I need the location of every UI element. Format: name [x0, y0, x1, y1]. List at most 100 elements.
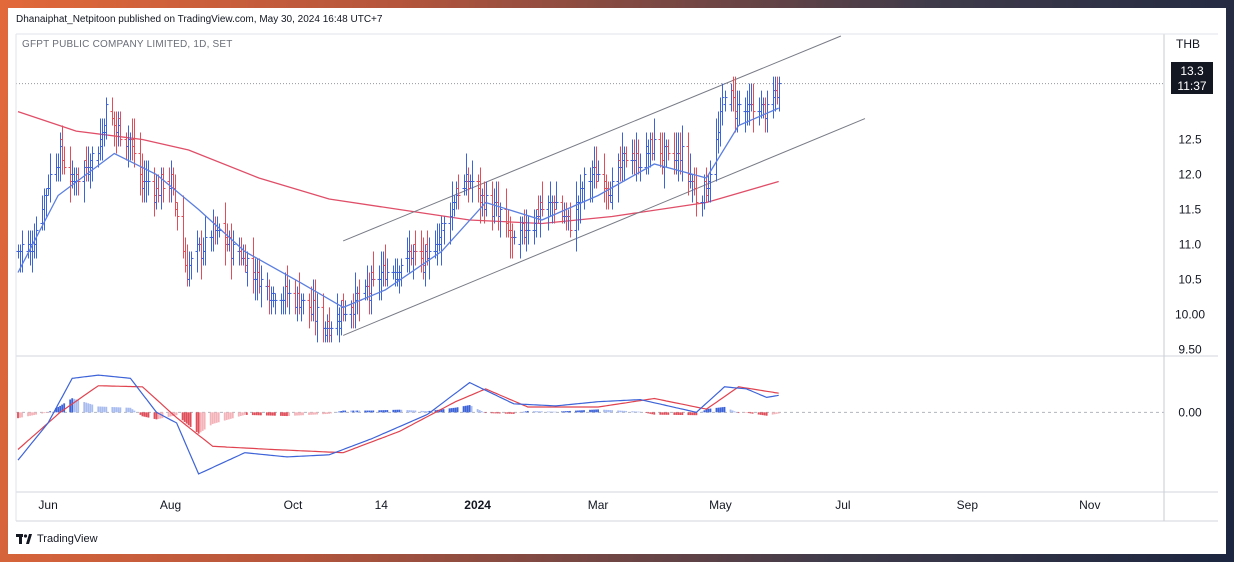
macd-histogram-bar: [350, 410, 353, 413]
time-tick-label: Sep: [957, 498, 979, 512]
price-bar: [231, 230, 236, 266]
price-bar: [267, 279, 272, 315]
time-tick-label: May: [709, 498, 732, 512]
short-ma-line: [17, 107, 779, 309]
macd-histogram-bar: [512, 412, 515, 414]
price-bar: [504, 188, 509, 238]
price-bar: [385, 258, 390, 287]
macd-histogram-bar: [412, 410, 415, 413]
price-bar: [554, 181, 559, 210]
macd-histogram-bar: [679, 412, 682, 415]
macd-histogram-bar: [77, 400, 80, 413]
price-bar: [161, 167, 166, 203]
macd-histogram-bar: [384, 410, 387, 413]
price-bar: [608, 181, 613, 203]
macd-histogram-bar: [253, 412, 256, 416]
price-bar: [745, 90, 750, 126]
macd-histogram-bar: [647, 412, 650, 414]
macd-histogram-bar: [296, 412, 298, 416]
price-bar: [442, 216, 447, 245]
macd-histogram-bar: [274, 412, 276, 416]
macd-histogram-bar: [400, 409, 403, 413]
macd-histogram-bar: [663, 412, 666, 415]
tradingview-footer[interactable]: TradingView: [16, 530, 98, 548]
price-bar: [737, 90, 742, 126]
macd-histogram-bar: [617, 410, 620, 413]
macd-histogram-bar: [715, 407, 718, 413]
macd-histogram-bar: [520, 412, 523, 413]
macd-histogram-bar: [729, 409, 732, 413]
price-bar: [462, 174, 467, 196]
macd-histogram-bar: [651, 412, 654, 415]
price-bar: [632, 139, 637, 175]
trend-channel[interactable]: [342, 35, 866, 336]
price-bar: [175, 202, 180, 231]
macd-histogram-bar: [496, 412, 499, 414]
price-bar: [301, 293, 306, 315]
price-bar: [285, 265, 290, 308]
macd-histogram-bar: [87, 403, 90, 413]
price-bar: [185, 244, 190, 287]
macd-histogram-bar: [623, 410, 626, 413]
price-bar: [686, 132, 691, 196]
price-bar: [568, 202, 573, 238]
macd-histogram-bar: [175, 412, 178, 416]
macd-histogram-bar: [125, 407, 128, 413]
price-bar: [582, 167, 587, 210]
price-bar: [560, 195, 565, 224]
price-bar: [588, 167, 593, 203]
macd-histogram-bar: [653, 412, 656, 415]
macd-histogram-bar: [721, 407, 724, 413]
macd-histogram-bar: [490, 412, 493, 414]
macd-histogram-bar: [83, 402, 86, 413]
macd-histogram-bar: [593, 409, 595, 413]
price-bar: [173, 174, 178, 217]
price-bar: [84, 146, 89, 182]
price-bar: [674, 132, 679, 175]
macd-histogram-bar: [462, 406, 465, 413]
time-tick-label: Aug: [160, 498, 181, 512]
macd-histogram-bar: [33, 412, 35, 416]
macd-histogram-bar: [370, 410, 373, 413]
macd-histogram-bar: [611, 410, 614, 413]
macd-histogram-bar: [322, 412, 324, 415]
price-bar: [690, 174, 695, 203]
macd-histogram-bar: [282, 412, 284, 416]
macd-histogram-bar: [380, 410, 383, 413]
macd-histogram-bar: [506, 412, 509, 414]
macd-histogram-bar: [117, 407, 120, 413]
macd-histogram-bar: [63, 403, 66, 413]
macd-histogram-bar: [707, 408, 710, 413]
price-bar: [714, 118, 719, 182]
macd-histogram-bar: [771, 412, 774, 415]
macd-histogram-bar: [591, 409, 593, 413]
price-bar: [706, 174, 711, 203]
macd-histogram-bar: [470, 406, 473, 413]
price-bar: [227, 230, 232, 252]
price-bar: [550, 195, 555, 224]
macd-histogram-bar: [167, 412, 170, 417]
macd-histogram-bar: [396, 409, 399, 413]
macd-histogram-bar: [344, 410, 347, 413]
macd-histogram-bar: [197, 412, 200, 434]
price-bar: [723, 90, 728, 112]
price-bar: [636, 139, 641, 175]
price-bar: [273, 293, 278, 315]
price-bar: [658, 132, 663, 168]
macd-histogram-bar: [159, 412, 162, 419]
price-tick-label: 11.0: [1179, 237, 1202, 251]
price-bar: [365, 265, 370, 301]
macd-histogram-bar: [41, 412, 43, 414]
price-bar: [104, 97, 109, 140]
macd-histogram-bar: [227, 412, 230, 420]
price-bar: [602, 153, 607, 203]
price-bar: [90, 146, 95, 182]
last-price-tag: [1171, 62, 1213, 94]
macd-histogram-bar: [131, 409, 134, 413]
chart-canvas[interactable]: 9.50 10.00 10.5 11.0 11.5 12.0 12.5 0.00 Jun Aug O…: [8, 8, 1226, 554]
macd-histogram-bar: [466, 405, 469, 413]
price-bar: [751, 83, 756, 133]
macd-histogram-bar: [639, 411, 642, 413]
macd-histogram-bar: [532, 411, 535, 413]
price-scale[interactable]: THB 13.3 11:37: [1171, 37, 1213, 94]
